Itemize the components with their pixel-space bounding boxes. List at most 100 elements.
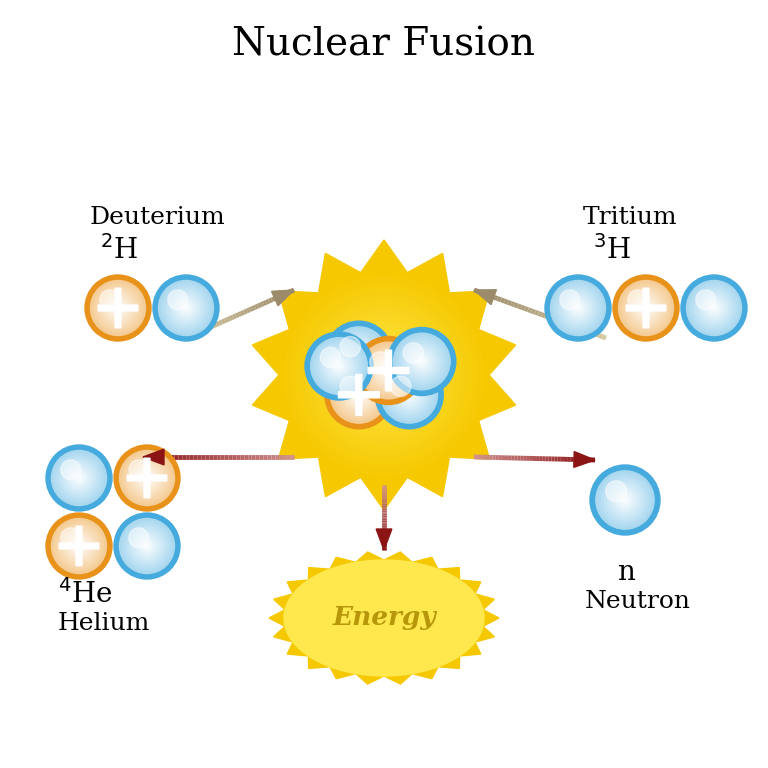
Text: n: n — [617, 558, 635, 585]
Polygon shape — [574, 452, 595, 468]
Circle shape — [379, 369, 389, 380]
Circle shape — [300, 291, 468, 459]
Circle shape — [378, 363, 440, 426]
Circle shape — [168, 290, 187, 310]
Circle shape — [388, 327, 455, 396]
Circle shape — [340, 376, 360, 396]
FancyBboxPatch shape — [339, 392, 379, 398]
FancyBboxPatch shape — [626, 305, 666, 311]
Circle shape — [363, 345, 414, 396]
Circle shape — [321, 312, 447, 438]
Circle shape — [632, 294, 660, 322]
FancyBboxPatch shape — [144, 458, 150, 498]
Polygon shape — [272, 290, 294, 306]
Circle shape — [637, 300, 654, 316]
Circle shape — [706, 300, 722, 316]
Circle shape — [386, 368, 392, 373]
Circle shape — [328, 363, 390, 426]
Circle shape — [391, 330, 453, 392]
Circle shape — [136, 535, 158, 557]
Circle shape — [376, 361, 443, 429]
Circle shape — [350, 346, 367, 364]
Circle shape — [311, 338, 367, 394]
Circle shape — [336, 333, 382, 378]
Circle shape — [369, 351, 409, 390]
Circle shape — [373, 365, 395, 386]
FancyBboxPatch shape — [386, 350, 392, 391]
Circle shape — [350, 386, 367, 403]
Circle shape — [692, 286, 736, 330]
Circle shape — [607, 482, 643, 518]
Circle shape — [74, 472, 84, 484]
Ellipse shape — [284, 560, 484, 676]
Circle shape — [353, 343, 415, 406]
Circle shape — [410, 350, 433, 372]
FancyBboxPatch shape — [368, 367, 409, 373]
Circle shape — [330, 366, 387, 423]
Circle shape — [120, 518, 174, 574]
Circle shape — [347, 344, 370, 366]
Circle shape — [333, 360, 345, 372]
Text: Energy: Energy — [332, 605, 436, 631]
Circle shape — [313, 340, 365, 392]
Circle shape — [76, 475, 81, 481]
Circle shape — [406, 392, 412, 398]
Circle shape — [122, 453, 172, 503]
Circle shape — [345, 341, 373, 369]
Circle shape — [141, 472, 153, 484]
Circle shape — [310, 302, 458, 449]
Circle shape — [305, 332, 373, 400]
Circle shape — [368, 359, 400, 391]
Circle shape — [570, 300, 586, 316]
Circle shape — [399, 339, 445, 384]
Circle shape — [363, 354, 405, 396]
Circle shape — [144, 475, 150, 481]
Circle shape — [627, 289, 665, 327]
Circle shape — [697, 292, 730, 325]
Circle shape — [180, 303, 191, 313]
Circle shape — [700, 294, 728, 322]
Circle shape — [125, 524, 169, 568]
Circle shape — [141, 541, 153, 551]
Text: Nuclear Fusion: Nuclear Fusion — [233, 27, 535, 64]
Circle shape — [131, 462, 164, 495]
Circle shape — [290, 280, 478, 469]
Circle shape — [71, 470, 88, 486]
Circle shape — [57, 524, 101, 568]
Circle shape — [65, 532, 93, 560]
Circle shape — [681, 275, 747, 341]
Circle shape — [177, 300, 194, 316]
Circle shape — [117, 448, 177, 508]
Text: Helium: Helium — [58, 613, 151, 635]
Text: Tritium: Tritium — [583, 207, 677, 230]
Circle shape — [134, 464, 161, 492]
Circle shape — [403, 343, 423, 363]
Circle shape — [93, 283, 143, 333]
Circle shape — [319, 346, 359, 386]
Circle shape — [596, 471, 654, 529]
Circle shape — [392, 378, 426, 412]
Circle shape — [326, 317, 442, 432]
Circle shape — [560, 290, 580, 310]
Circle shape — [622, 497, 628, 503]
Circle shape — [416, 356, 428, 367]
Circle shape — [122, 521, 172, 571]
Circle shape — [136, 467, 158, 489]
Circle shape — [325, 321, 392, 389]
Circle shape — [115, 305, 121, 311]
Circle shape — [55, 453, 104, 503]
Circle shape — [131, 529, 164, 562]
Circle shape — [353, 349, 365, 361]
Circle shape — [342, 338, 376, 372]
Circle shape — [295, 286, 473, 464]
Circle shape — [553, 283, 603, 333]
Circle shape — [372, 353, 406, 388]
Circle shape — [616, 278, 677, 338]
Circle shape — [356, 392, 362, 398]
Circle shape — [389, 375, 429, 415]
Circle shape — [279, 270, 489, 480]
Circle shape — [120, 451, 174, 505]
Circle shape — [91, 280, 145, 336]
Circle shape — [370, 352, 390, 372]
Circle shape — [99, 289, 137, 327]
